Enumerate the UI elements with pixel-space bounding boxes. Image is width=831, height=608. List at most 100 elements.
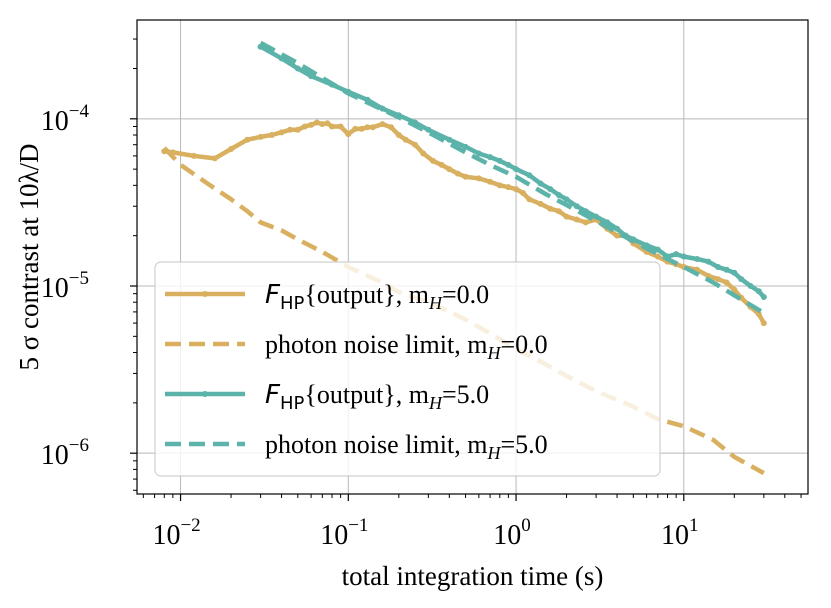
series-point-0 xyxy=(475,175,482,182)
series-point-0 xyxy=(358,125,365,132)
series-point-0 xyxy=(537,200,544,207)
x-tick-label: 10−1 xyxy=(320,515,368,551)
series-point-0 xyxy=(345,131,352,138)
y-tick-label: 10−5 xyxy=(41,268,89,304)
legend-marker-2 xyxy=(202,391,208,397)
series-point-2 xyxy=(537,180,544,187)
x-axis-label: total integration time (s) xyxy=(342,561,604,591)
series-point-0 xyxy=(244,136,251,143)
series-point-2 xyxy=(496,157,503,164)
series-point-2 xyxy=(505,161,512,168)
series-point-0 xyxy=(402,136,409,143)
series-point-0 xyxy=(278,129,285,136)
series-point-0 xyxy=(555,208,562,215)
y-tick-label: 10−4 xyxy=(41,101,90,137)
series-point-0 xyxy=(760,320,767,327)
series-point-0 xyxy=(454,170,461,177)
series-point-0 xyxy=(211,155,218,162)
series-point-2 xyxy=(446,136,453,143)
series-point-0 xyxy=(547,205,554,212)
series-point-0 xyxy=(582,219,589,226)
series-point-0 xyxy=(294,126,301,133)
series-point-0 xyxy=(496,182,503,189)
series-point-2 xyxy=(487,154,494,161)
series-point-0 xyxy=(446,166,453,173)
series-point-2 xyxy=(755,288,762,295)
series-point-0 xyxy=(715,276,722,283)
series-point-0 xyxy=(420,150,427,157)
legend-marker-0 xyxy=(202,291,208,297)
series-point-2 xyxy=(425,126,432,133)
series-point-0 xyxy=(319,121,326,128)
series-point-2 xyxy=(563,196,570,203)
series-point-0 xyxy=(257,133,264,140)
series-point-2 xyxy=(462,143,469,150)
series-point-2 xyxy=(738,276,745,283)
series-point-0 xyxy=(352,125,359,132)
series-point-0 xyxy=(519,189,526,196)
axes-frame xyxy=(136,19,809,495)
series-point-0 xyxy=(364,124,371,131)
legend-label-0: FHP{output}, mH=0.0 xyxy=(265,280,489,314)
legend: FHP{output}, mH=0.0 photon noise limit, m… xyxy=(154,261,661,477)
series-point-0 xyxy=(388,124,395,131)
series-point-2 xyxy=(694,256,701,263)
series-point-0 xyxy=(438,161,445,168)
series-point-2 xyxy=(513,166,520,173)
series-point-0 xyxy=(395,132,402,139)
series-point-2 xyxy=(526,172,533,179)
series-point-0 xyxy=(430,157,437,164)
legend-label-2: FHP{output}, mH=5.0 xyxy=(265,380,489,414)
series-point-0 xyxy=(526,196,533,203)
series-point-2 xyxy=(760,293,767,300)
series-point-2 xyxy=(715,263,722,270)
series-point-0 xyxy=(369,124,376,131)
legend-box xyxy=(154,261,661,477)
series-point-2 xyxy=(614,225,621,232)
series-point-0 xyxy=(308,121,315,128)
series-point-2 xyxy=(547,186,554,193)
series-point-2 xyxy=(747,283,754,290)
series-point-0 xyxy=(573,216,580,223)
series-point-0 xyxy=(505,184,512,191)
series-point-2 xyxy=(573,203,580,210)
series-point-0 xyxy=(337,123,344,130)
series-point-0 xyxy=(324,120,331,127)
series-point-0 xyxy=(755,311,762,318)
x-tick-label: 101 xyxy=(661,515,699,551)
series-point-0 xyxy=(268,132,275,139)
ticks: 10−2 10−1 100 101 10−6 10−5 10−4 xyxy=(41,38,802,551)
series-point-0 xyxy=(731,286,738,293)
series-line-3 xyxy=(259,40,765,315)
series-point-0 xyxy=(313,119,320,126)
series-point-2 xyxy=(555,192,562,199)
y-tick-label: 10−6 xyxy=(41,435,89,471)
series-point-0 xyxy=(462,173,469,180)
legend-label-3: photon noise limit, mH=5.0 xyxy=(265,430,548,463)
series-point-2 xyxy=(379,105,386,112)
series-point-0 xyxy=(379,121,386,128)
series-point-0 xyxy=(412,141,419,148)
x-tick-label: 10−2 xyxy=(152,515,200,551)
x-tick-label: 100 xyxy=(493,515,531,551)
series-point-0 xyxy=(287,126,294,133)
series-point-2 xyxy=(731,269,738,276)
series-point-0 xyxy=(654,253,661,260)
series-point-0 xyxy=(190,152,197,159)
series-point-2 xyxy=(673,251,680,258)
series-point-0 xyxy=(487,178,494,185)
series-point-0 xyxy=(723,279,730,286)
series-point-0 xyxy=(563,213,570,220)
series-point-2 xyxy=(294,65,301,72)
series-point-2 xyxy=(705,258,712,265)
legend-label-1: photon noise limit, mH=0.0 xyxy=(265,330,548,363)
series-point-0 xyxy=(614,232,621,239)
y-axis-label: 5 σ contrast at 10λ/D xyxy=(14,143,44,370)
series-point-2 xyxy=(723,266,730,273)
series-point-0 xyxy=(513,186,520,193)
series-point-0 xyxy=(228,145,235,152)
series-point-2 xyxy=(475,150,482,157)
series-point-2 xyxy=(593,213,600,220)
series-point-2 xyxy=(680,253,687,260)
